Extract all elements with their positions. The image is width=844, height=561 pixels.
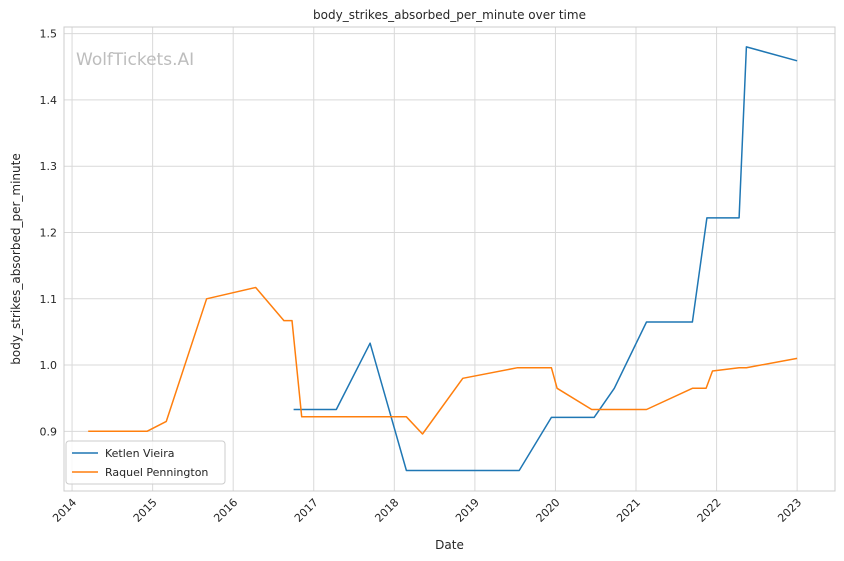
- x-tick-label: 2019: [453, 496, 482, 525]
- series-line-1: [293, 46, 798, 472]
- x-axis-ticks: 2014 2015 2016 2017 2018 2019 2020 2021 2022 2023: [50, 496, 804, 525]
- chart-title: body_strikes_absorbed_per_minute over ti…: [313, 8, 586, 22]
- legend-label: Ketlen Vieira: [105, 447, 174, 460]
- x-tick-label: 2022: [695, 496, 724, 525]
- y-tick-label: 1.0: [40, 359, 58, 372]
- plot-area-frame: [63, 26, 836, 492]
- series-lines: [88, 46, 798, 472]
- x-axis-title: Date: [435, 538, 464, 552]
- y-tick-label: 1.2: [40, 226, 58, 239]
- x-tick-label: 2015: [131, 496, 160, 525]
- y-tick-label: 0.9: [40, 425, 58, 438]
- y-axis-title: body_strikes_absorbed_per_minute: [9, 153, 23, 364]
- y-tick-label: 1.1: [40, 293, 58, 306]
- legend: Ketlen Vieira Raquel Pennington: [65, 440, 226, 485]
- x-tick-label: 2016: [211, 496, 240, 525]
- x-tick-label: 2020: [534, 496, 563, 525]
- legend-label: Raquel Pennington: [105, 466, 208, 479]
- y-tick-label: 1.4: [40, 94, 58, 107]
- x-tick-label: 2017: [292, 496, 321, 525]
- x-tick-label: 2021: [614, 496, 643, 525]
- grid-lines: [64, 27, 835, 491]
- y-axis-ticks: 0.9 1.0 1.1 1.2 1.3 1.4 1.5: [40, 28, 58, 439]
- series-line-2: [88, 286, 798, 435]
- x-tick-label: 2014: [50, 496, 79, 525]
- y-tick-label: 1.3: [40, 160, 58, 173]
- watermark: WolfTickets.AI: [76, 50, 194, 70]
- x-tick-label: 2018: [372, 496, 401, 525]
- legend-box: [65, 440, 226, 485]
- x-tick-label: 2023: [775, 496, 804, 525]
- y-tick-label: 1.5: [40, 28, 58, 41]
